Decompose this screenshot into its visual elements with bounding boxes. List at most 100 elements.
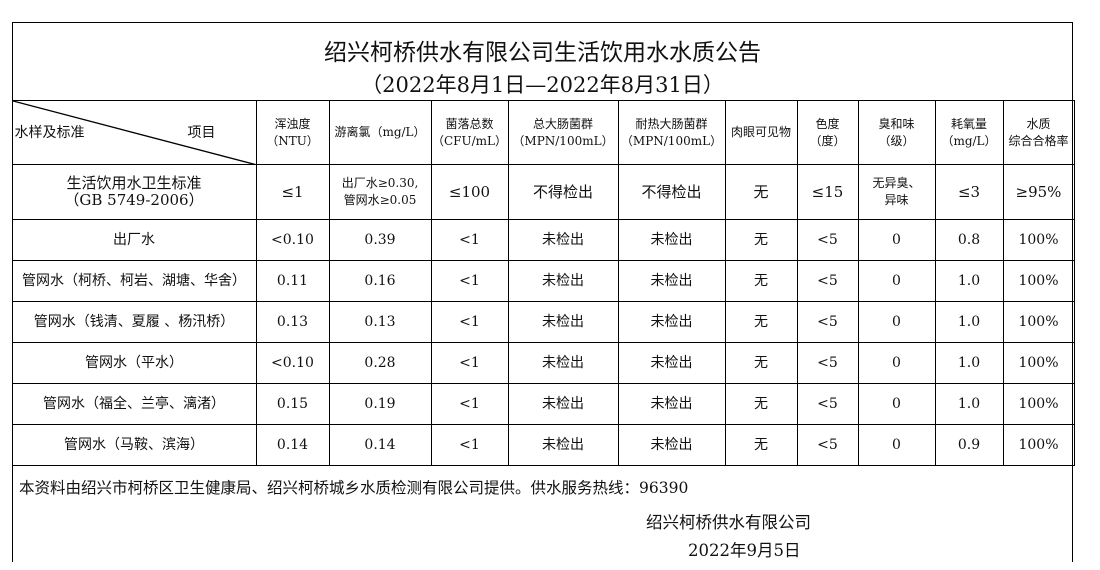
standard-row: 生活饮用水卫生标准 （GB 5749-2006） ≤1 出厂水≥0.30, 管网水≥0.… — [11, 164, 1075, 220]
measurement-value: <1 — [430, 260, 509, 302]
measurement-value: <5 — [796, 301, 859, 343]
column-header-line: （级） — [878, 133, 915, 148]
column-header-line: 耐热大肠菌群 — [635, 116, 708, 131]
corner-left-label: 水样及标准 — [14, 125, 85, 141]
column-header: 总大肠菌群 （MPN/100mL） — [507, 100, 619, 165]
column-header-line: 总大肠菌群 — [532, 116, 593, 131]
table-row: 管网水（福全、兰亭、漓渚） 0.15 0.19 <1 未检出 未检出无 <5 0 1.0 100% — [11, 383, 1075, 425]
measurement-value: 0.13 — [255, 301, 330, 343]
table-row: 管网水（平水） <0.10 0.28 <1 未检出 未检出无 <5 0 1.0 100% — [11, 342, 1075, 384]
column-header-line: 臭和味 — [878, 116, 915, 131]
measurement-value: 0.14 — [328, 424, 432, 466]
standard-name-line: 生活饮用水卫生标准 — [66, 174, 202, 192]
standard-value: ≤1 — [255, 164, 330, 220]
standard-value: ≤100 — [430, 164, 509, 220]
standard-value-line: 无异臭、 — [872, 176, 921, 190]
measurement-value: 0 — [857, 424, 936, 466]
measurement-value: 0.28 — [328, 342, 432, 384]
sample-name: 管网水（福全、兰亭、漓渚） — [11, 383, 257, 425]
sample-name: 管网水（平水） — [11, 342, 257, 384]
column-header-line: （MPN/100mL） — [512, 133, 614, 148]
measurement-value: 0.19 — [328, 383, 432, 425]
column-header-line: （CFU/mL） — [431, 133, 507, 148]
table-row: 管网水（钱清、夏履 、杨汛桥） 0.13 0.13 <1 未检出 未检出无 <5 0 1.0 10… — [11, 301, 1075, 343]
measurement-value: 100% — [1002, 219, 1075, 261]
measurement-value: 未检出 — [507, 342, 619, 384]
measurement-value: <5 — [796, 342, 859, 384]
diagonal-divider — [12, 101, 257, 165]
column-header-line: （NTU） — [266, 133, 319, 148]
measurement-value: 100% — [1002, 301, 1075, 343]
column-header-line: （度） — [809, 133, 846, 148]
column-header: 臭和味 （级） — [857, 100, 936, 165]
column-header-line: （MPN/100mL） — [620, 133, 723, 148]
column-header-line: 菌落总数 — [445, 116, 494, 131]
corner-header: 水样及标准 项目 — [11, 100, 257, 165]
measurement-value: 未检出 — [507, 260, 619, 302]
publish-date: 2022年9月5日 — [688, 541, 801, 560]
table-row: 管网水（马鞍、滨海） 0.14 0.14 <1 未检出 未检出无 <5 0 0.9 100% — [11, 424, 1075, 466]
measurement-value: 0 — [857, 301, 936, 343]
measurement-value: <0.10 — [255, 219, 330, 261]
standard-value: 无 — [724, 164, 798, 220]
column-header-line: 色度 — [815, 116, 840, 131]
column-header-line: 综合合格率 — [1008, 133, 1069, 148]
standard-value: ≤3 — [934, 164, 1004, 220]
measurement-value: 无 — [724, 260, 798, 302]
column-header: 菌落总数 （CFU/mL） — [430, 100, 509, 165]
corner-right-label: 项目 — [187, 125, 216, 141]
measurement-value: 未检出 — [617, 342, 726, 384]
measurement-value: 100% — [1002, 260, 1075, 302]
sample-name: 管网水（马鞍、滨海） — [11, 424, 257, 466]
measurement-value: 0.8 — [934, 219, 1004, 261]
measurement-value: 100% — [1002, 342, 1075, 384]
standard-value: ≤15 — [796, 164, 859, 220]
measurement-value: 0.14 — [255, 424, 330, 466]
sample-name: 管网水（钱清、夏履 、杨汛桥） — [11, 301, 257, 343]
measurement-value: 1.0 — [934, 260, 1004, 302]
standard-value: 不得检出 — [617, 164, 726, 220]
column-header-line: 浑浊度 — [274, 116, 311, 131]
standard-name-line: （GB 5749-2006） — [64, 191, 204, 209]
measurement-value: 0.16 — [328, 260, 432, 302]
column-header: 水质 综合合格率 — [1002, 100, 1075, 165]
column-header: 色度 （度） — [796, 100, 859, 165]
measurement-value: 0.9 — [934, 424, 1004, 466]
measurement-value: 未检出 — [507, 219, 619, 261]
measurement-value: 未检出 — [617, 219, 726, 261]
measurement-value: <1 — [430, 383, 509, 425]
notice-title: 绍兴柯桥供水有限公司生活饮用水水质公告 — [324, 40, 761, 66]
measurement-value: 未检出 — [617, 383, 726, 425]
table-row: 出厂水 <0.10 0.39 <1 未检出 未检出无 <5 0 0.8 100% — [11, 219, 1075, 261]
measurement-value: 无 — [724, 342, 798, 384]
measurement-value: 未检出 — [507, 424, 619, 466]
measurement-value: 1.0 — [934, 342, 1004, 384]
measurement-value: 未检出 — [617, 260, 726, 302]
standard-value: 出厂水≥0.30, 管网水≥0.05 — [328, 164, 432, 220]
measurement-value: 100% — [1002, 383, 1075, 425]
measurement-value: 无 — [724, 301, 798, 343]
measurement-value: 未检出 — [617, 301, 726, 343]
source-note: 本资料由绍兴市柯桥区卫生健康局、绍兴柯桥城乡水质检测有限公司提供。供水服务热线：… — [19, 479, 689, 497]
measurement-value: <5 — [796, 260, 859, 302]
measurement-value: 无 — [724, 383, 798, 425]
measurement-value: 未检出 — [507, 301, 619, 343]
measurement-value: 0 — [857, 219, 936, 261]
table-row: 管网水（柯桥、柯岩、湖塘、华舍） 0.11 0.16 <1 未检出 未检出无 <5 0 1.0 1… — [11, 260, 1075, 302]
standard-value: 无异臭、 异味 — [857, 164, 936, 220]
measurement-value: 0.11 — [255, 260, 330, 302]
standard-value: 不得检出 — [507, 164, 619, 220]
measurement-value: 1.0 — [934, 383, 1004, 425]
column-header-line: 水质 — [1026, 116, 1051, 131]
measurement-value: <0.10 — [255, 342, 330, 384]
sample-name: 出厂水 — [11, 219, 257, 261]
measurement-value: 100% — [1002, 424, 1075, 466]
measurement-value: <5 — [796, 219, 859, 261]
measurement-value: 0.39 — [328, 219, 432, 261]
column-header-line: （mg/L） — [941, 133, 997, 148]
column-header: 耗氧量 （mg/L） — [934, 100, 1004, 165]
column-header-line: 耗氧量 — [950, 116, 987, 131]
standard-value-line: 出厂水≥0.30, — [341, 176, 419, 190]
measurement-value: 未检出 — [617, 424, 726, 466]
column-header: 耐热大肠菌群 （MPN/100mL） — [617, 100, 726, 165]
